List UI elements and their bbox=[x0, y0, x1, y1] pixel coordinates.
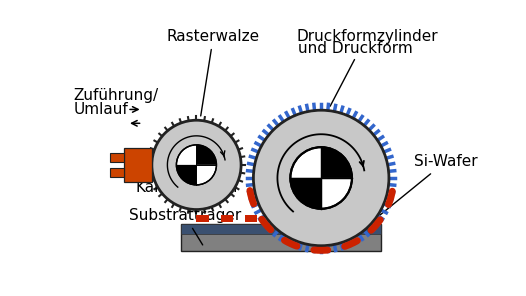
Bar bbox=[110, 152, 124, 162]
Text: $V_{\rm U,FX}$: $V_{\rm U,FX}$ bbox=[338, 141, 370, 157]
Bar bbox=[366, 215, 378, 222]
Circle shape bbox=[290, 147, 352, 209]
Bar bbox=[341, 215, 354, 222]
Wedge shape bbox=[290, 178, 321, 209]
Wedge shape bbox=[321, 147, 352, 178]
Bar bbox=[293, 215, 306, 222]
Text: Kammerrakel: Kammerrakel bbox=[135, 176, 238, 195]
Text: Druckformzylinder: Druckformzylinder bbox=[297, 29, 438, 44]
Bar bbox=[110, 168, 124, 177]
Bar bbox=[181, 224, 381, 251]
Text: Umlauf: Umlauf bbox=[73, 102, 128, 117]
Text: und Druckform: und Druckform bbox=[298, 41, 413, 56]
Bar bbox=[124, 148, 152, 182]
Bar bbox=[220, 215, 233, 222]
Wedge shape bbox=[176, 165, 196, 185]
Bar bbox=[269, 215, 281, 222]
Bar bbox=[196, 215, 209, 222]
Wedge shape bbox=[196, 145, 216, 165]
Circle shape bbox=[176, 145, 216, 185]
Bar bbox=[245, 215, 257, 222]
Circle shape bbox=[152, 120, 241, 210]
Bar bbox=[317, 215, 330, 222]
Circle shape bbox=[254, 110, 389, 246]
Text: Rasterwalze: Rasterwalze bbox=[167, 29, 260, 116]
Text: Substratträger: Substratträger bbox=[129, 208, 241, 245]
Text: Si-Wafer: Si-Wafer bbox=[376, 154, 477, 218]
Text: Zuführung/: Zuführung/ bbox=[73, 88, 158, 103]
Bar bbox=[181, 224, 381, 234]
